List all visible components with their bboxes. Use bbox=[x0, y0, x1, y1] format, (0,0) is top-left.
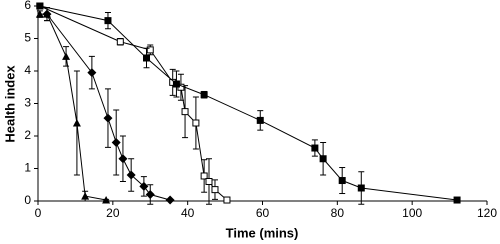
marker bbox=[81, 192, 90, 200]
marker bbox=[111, 138, 121, 147]
marker bbox=[145, 190, 155, 199]
marker bbox=[211, 186, 219, 194]
marker bbox=[146, 46, 154, 54]
marker bbox=[181, 108, 189, 116]
y-tick-label: 4 bbox=[24, 63, 31, 77]
marker bbox=[311, 144, 319, 152]
y-tick-label: 2 bbox=[24, 128, 31, 142]
marker bbox=[172, 80, 180, 88]
x-axis-title: Time (mins) bbox=[226, 225, 299, 240]
y-tick-label: 3 bbox=[24, 96, 31, 110]
marker bbox=[104, 17, 112, 25]
marker bbox=[205, 178, 213, 185]
marker bbox=[139, 181, 149, 191]
marker bbox=[103, 113, 113, 123]
x-tick-label: 40 bbox=[181, 206, 195, 220]
marker bbox=[453, 196, 461, 204]
marker bbox=[143, 54, 151, 62]
series-line bbox=[39, 13, 107, 201]
marker bbox=[118, 154, 128, 164]
x-tick-label: 100 bbox=[402, 206, 422, 220]
y-tick-label: 5 bbox=[24, 31, 31, 45]
marker bbox=[126, 170, 136, 180]
marker bbox=[35, 10, 44, 18]
marker bbox=[102, 196, 111, 204]
y-tick-label: 0 bbox=[24, 193, 31, 207]
marker bbox=[223, 196, 231, 204]
x-tick-label: 120 bbox=[477, 206, 497, 220]
series-line bbox=[39, 5, 228, 201]
marker bbox=[319, 155, 327, 163]
marker bbox=[200, 91, 208, 99]
marker bbox=[338, 177, 346, 185]
marker bbox=[36, 2, 44, 10]
marker bbox=[200, 172, 208, 180]
x-tick-label: 0 bbox=[35, 206, 42, 220]
y-tick-label: 6 bbox=[24, 0, 31, 12]
marker bbox=[87, 68, 97, 78]
x-tick-label: 20 bbox=[106, 206, 120, 220]
marker bbox=[116, 38, 124, 46]
marker bbox=[357, 184, 365, 192]
y-tick-label: 1 bbox=[24, 161, 31, 175]
marker bbox=[165, 195, 175, 205]
marker bbox=[62, 52, 71, 60]
marker bbox=[42, 9, 52, 19]
series-line bbox=[46, 13, 171, 201]
marker bbox=[256, 116, 264, 124]
marker bbox=[72, 119, 81, 127]
y-axis-title: Health index bbox=[2, 65, 17, 143]
marker bbox=[192, 119, 200, 127]
x-tick-label: 60 bbox=[256, 206, 270, 220]
x-tick-label: 80 bbox=[331, 206, 345, 220]
